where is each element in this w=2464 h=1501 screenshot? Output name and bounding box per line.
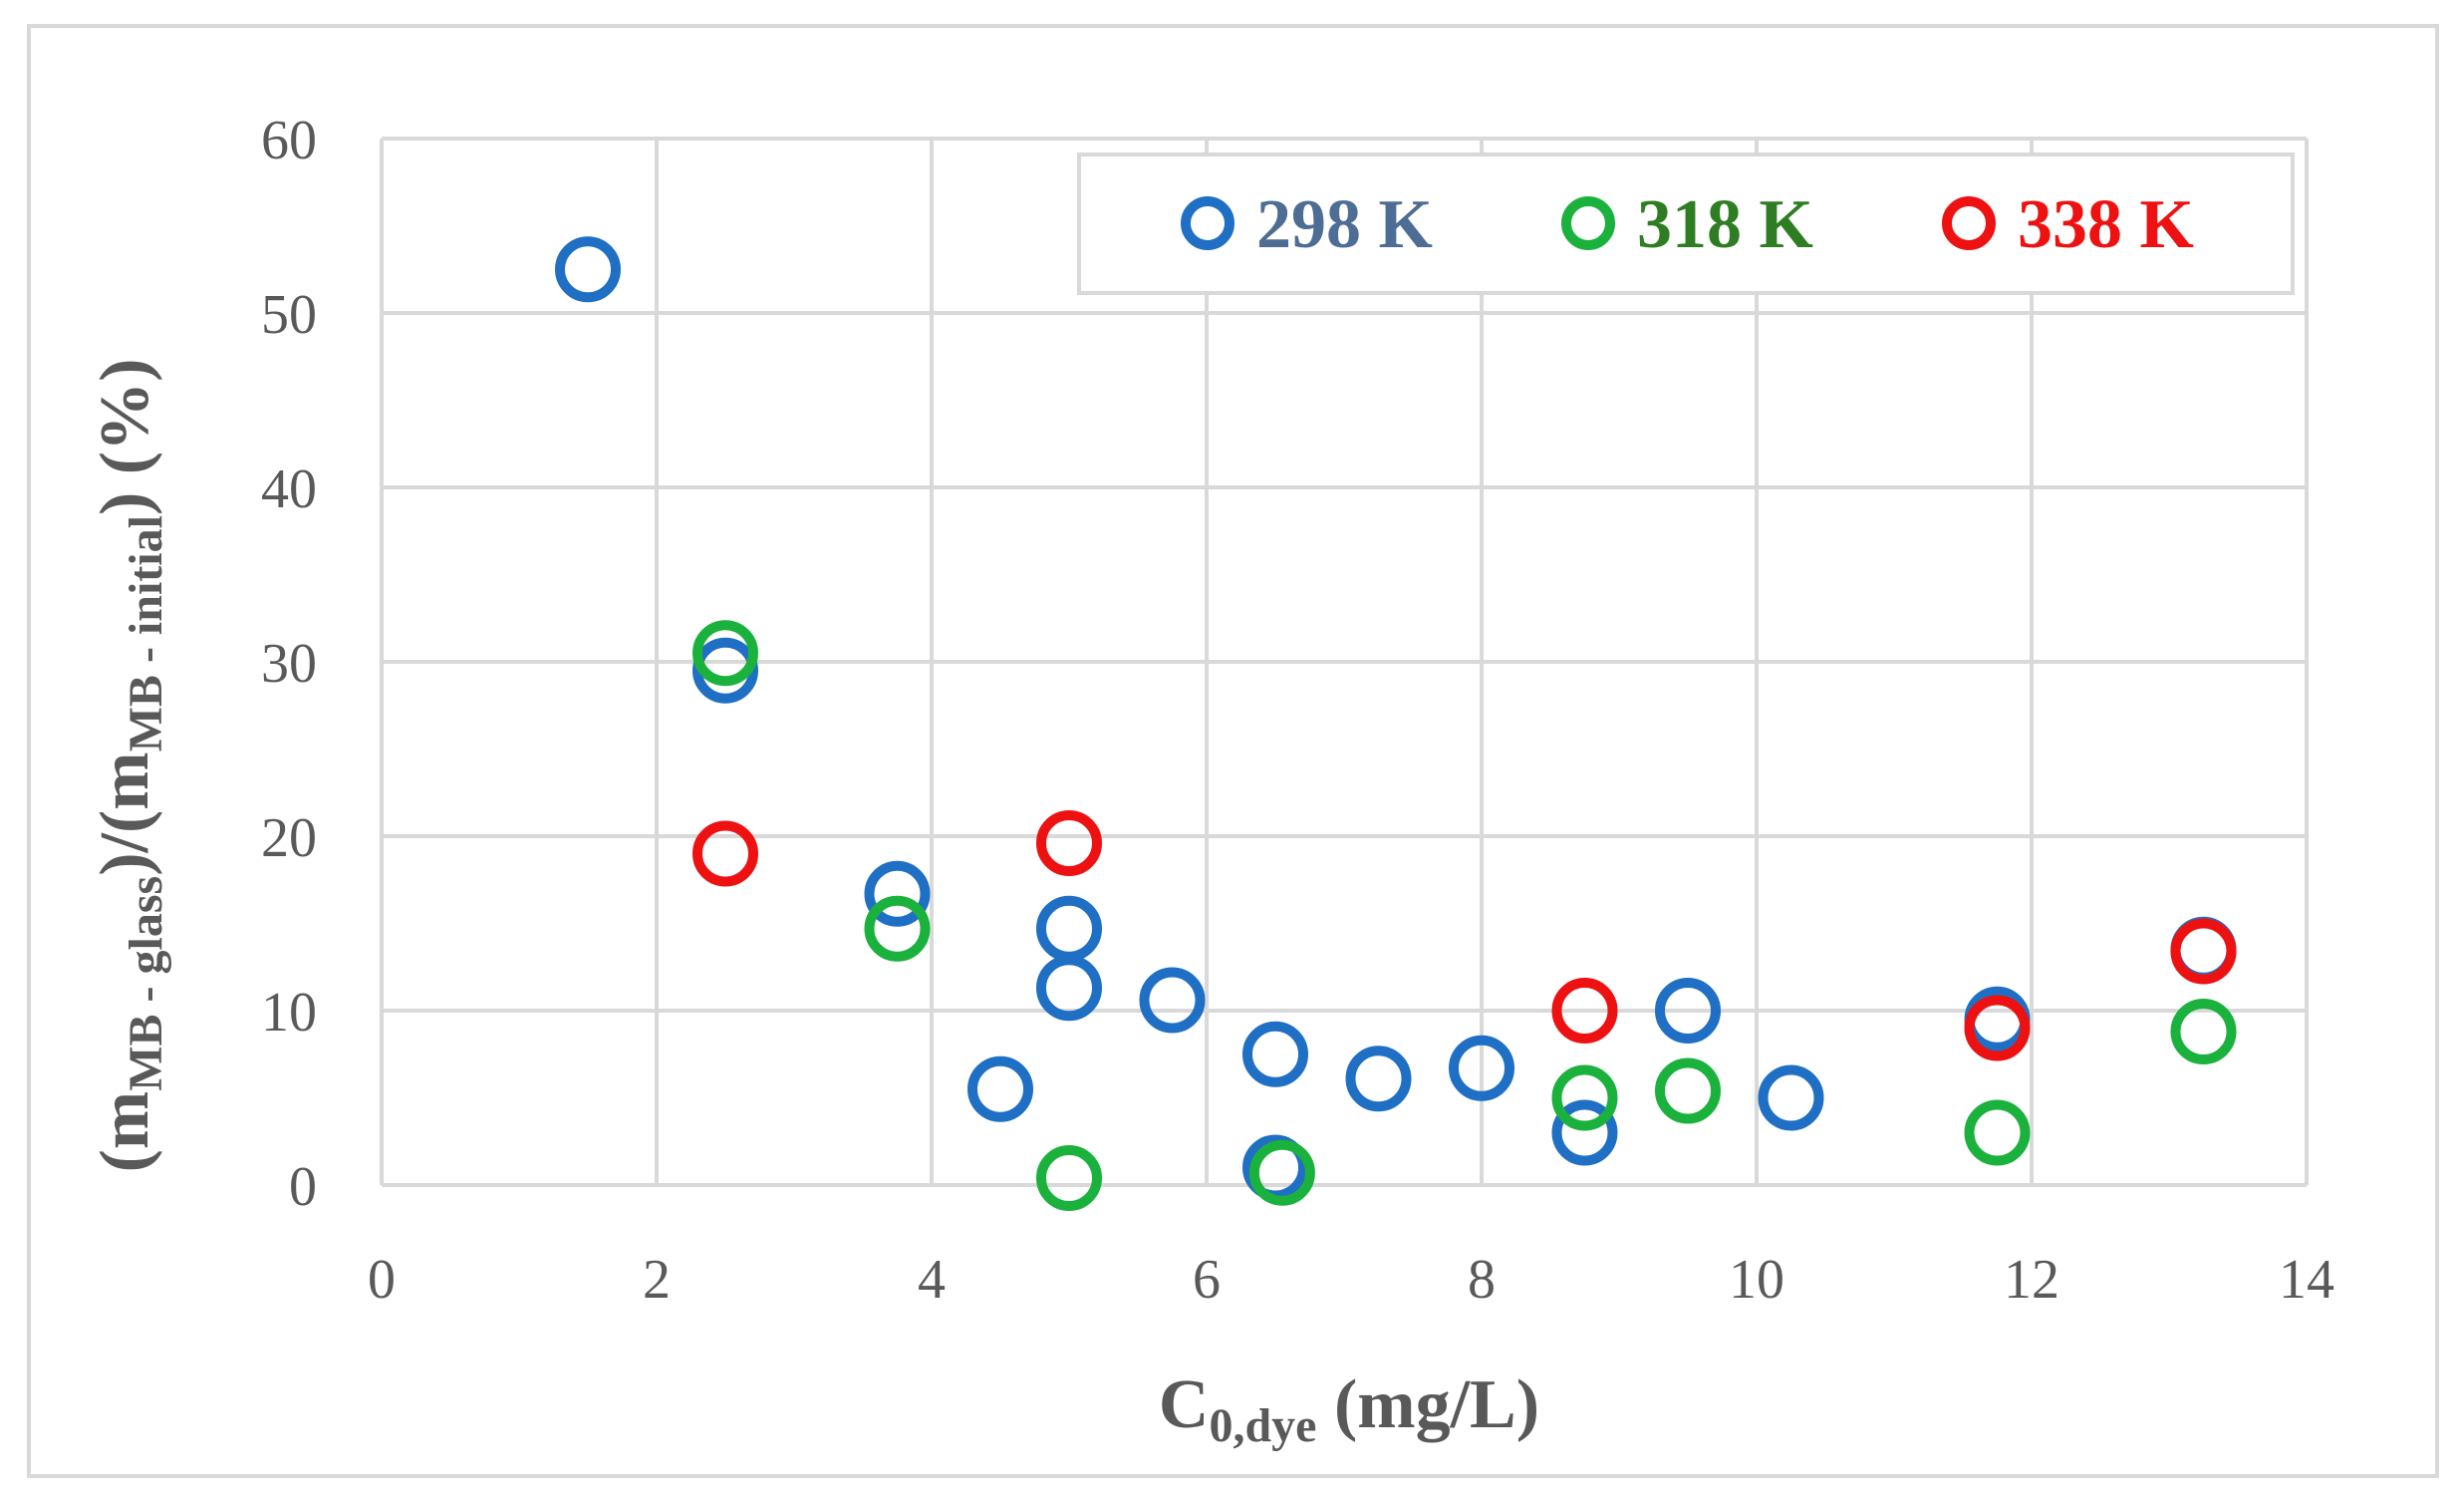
data-point: [967, 1055, 1033, 1122]
x-tick-label: 0: [368, 1249, 396, 1311]
x-axis-title-subscript: 0,dye: [1209, 1399, 1316, 1452]
chart-axes: [380, 139, 2307, 1187]
chart-legend: 298 K 318 K 338 K: [1077, 152, 2295, 295]
data-point: [1242, 1021, 1308, 1087]
y-tick-label: 20: [261, 807, 317, 869]
chart-grid: [382, 137, 2309, 1185]
data-point: [1036, 895, 1102, 962]
data-point: [1551, 1064, 1618, 1131]
y-tick-label: 50: [261, 284, 317, 346]
data-point: [1655, 1057, 1721, 1124]
legend-marker: [1181, 196, 1234, 250]
x-tick-label: 2: [643, 1249, 671, 1311]
y-axis-title-sub2: MB - initial: [120, 515, 172, 751]
y-tick-label: 30: [261, 633, 317, 695]
data-point: [1964, 995, 2031, 1061]
series-338-k: [692, 810, 2237, 1061]
y-axis-title-sub1: MB - glass: [120, 876, 172, 1091]
y-axis-title-part1: (m: [87, 1091, 163, 1173]
x-tick-label: 8: [1468, 1249, 1496, 1311]
x-tick-label: 10: [1729, 1249, 1784, 1311]
legend-label: 338 K: [2018, 186, 2194, 263]
x-tick-label: 4: [918, 1249, 946, 1311]
data-point: [1036, 810, 1102, 876]
y-tick-label: 40: [261, 458, 317, 520]
y-tick-label: 0: [289, 1156, 317, 1218]
y-tick-label: 60: [261, 110, 317, 171]
data-point: [555, 236, 621, 303]
y-axis-title: (mMB - glass)/(mMB - initial) (%): [87, 359, 172, 1173]
data-point: [692, 820, 758, 887]
x-tick-labels: 0 2 4 6 8 10 12 14: [368, 1249, 2334, 1311]
x-axis-title-main: C: [1159, 1366, 1210, 1443]
data-point: [1964, 1099, 2031, 1166]
data-point: [1551, 978, 1618, 1044]
data-point: [1758, 1064, 1824, 1131]
x-tick-label: 6: [1193, 1249, 1221, 1311]
data-point: [1036, 1145, 1102, 1211]
data-point: [1248, 1139, 1315, 1206]
data-point: [864, 895, 931, 962]
y-axis-title-part2: )/(m: [87, 751, 163, 875]
legend-marker: [1561, 196, 1615, 250]
data-point: [2170, 918, 2237, 985]
x-tick-label: 14: [2279, 1249, 2334, 1311]
x-axis-title-rest: (mg/L): [1316, 1366, 1539, 1443]
legend-label: 298 K: [1256, 186, 1433, 263]
data-point: [692, 637, 758, 704]
legend-box: [1077, 152, 2295, 295]
series-318-k: [692, 620, 2237, 1211]
data-point: [1036, 955, 1102, 1022]
data-point: [864, 860, 931, 927]
y-axis-title-part3: ) (%): [87, 359, 163, 515]
x-axis-title: C0,dye (mg/L): [1159, 1366, 1539, 1452]
data-points: [555, 236, 2237, 1211]
data-point: [1655, 978, 1721, 1044]
data-point: [1345, 1046, 1412, 1112]
y-tick-label: 10: [261, 982, 317, 1044]
data-point: [1551, 1099, 1618, 1166]
legend-marker: [1942, 196, 1996, 250]
data-point: [692, 620, 758, 687]
data-point: [1139, 967, 1206, 1034]
data-point: [1449, 1035, 1514, 1101]
x-tick-label: 12: [2004, 1249, 2059, 1311]
legend-label: 318 K: [1637, 186, 1813, 263]
y-tick-labels: 0 10 20 30 40 50 60: [261, 110, 317, 1218]
data-point: [2170, 999, 2237, 1064]
series-298-k: [555, 236, 2237, 1201]
